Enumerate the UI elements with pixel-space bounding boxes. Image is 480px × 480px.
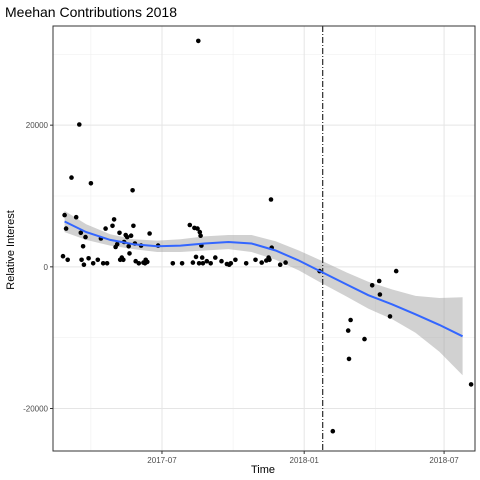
data-point [121,257,126,263]
data-point [78,230,84,236]
data-point [77,122,82,127]
data-point [145,259,150,265]
grid-lines [53,26,475,451]
data-point [170,261,176,266]
data-point [330,428,336,434]
y-tick-label: 20000 [26,121,49,130]
data-point [200,261,206,266]
data-point [65,257,70,263]
data-point [362,336,367,342]
data-point [111,217,117,222]
chart-title: Meehan Contributions 2018 [5,4,177,20]
data-point [187,222,193,228]
data-point [219,258,224,264]
data-point [195,226,200,231]
data-point [228,261,234,266]
data-point [126,244,131,249]
data-point [63,226,69,231]
data-point [81,262,87,268]
data-point [100,261,106,266]
data-points [60,38,474,434]
data-point [387,314,393,319]
data-point [130,188,135,193]
x-tick-label: 2018-01 [290,456,320,465]
data-point [104,261,110,266]
data-point [376,278,382,284]
plot-panel [53,26,475,451]
data-point [128,233,134,238]
data-point [253,257,258,263]
data-point [62,212,67,218]
data-point [377,292,383,297]
data-point [268,197,274,202]
x-axis-title: Time [251,464,275,476]
data-point [204,258,210,264]
data-point [136,261,142,266]
data-point [79,257,84,263]
y-tick-label: 0 [44,263,49,272]
data-point [114,241,120,247]
data-point [243,261,249,266]
data-point [179,261,185,266]
data-point [127,251,132,256]
data-point [60,253,66,259]
y-axis: -20000 0 20000 [23,121,53,414]
x-axis: 2017-07 2018-01 2018-07 [147,451,459,465]
data-point [369,283,375,288]
smooth-trend-line [64,220,464,338]
data-point [346,356,352,362]
data-point [393,268,399,274]
data-point [277,262,283,268]
data-point [267,257,272,263]
data-point [73,214,79,220]
data-point [80,244,86,249]
data-point [259,260,265,265]
data-point [197,229,203,235]
data-point [348,317,353,323]
data-point [103,226,108,231]
data-point [193,254,199,260]
data-point [198,233,203,238]
data-point [86,255,91,261]
data-point [283,260,288,265]
data-point [208,261,213,266]
data-point [88,181,94,186]
data-point [117,230,122,236]
data-point [199,255,205,260]
data-point [213,255,218,260]
data-point [95,257,101,263]
data-point [190,260,196,265]
data-point [196,38,201,44]
data-point [468,382,474,387]
x-tick-label: 2018-07 [429,456,459,465]
data-point [131,223,136,229]
data-point [90,261,96,266]
data-point [233,257,238,263]
y-axis-title: Relative Interest [5,210,17,289]
data-point [110,223,115,229]
data-point [196,261,202,266]
data-point [147,231,152,236]
x-tick-label: 2017-07 [147,456,177,465]
data-point [69,175,74,180]
plot-border [52,25,476,452]
data-point [83,234,88,240]
data-point [124,234,130,240]
confidence-band [64,210,463,376]
data-point [345,328,351,333]
y-tick-label: -20000 [23,405,48,414]
